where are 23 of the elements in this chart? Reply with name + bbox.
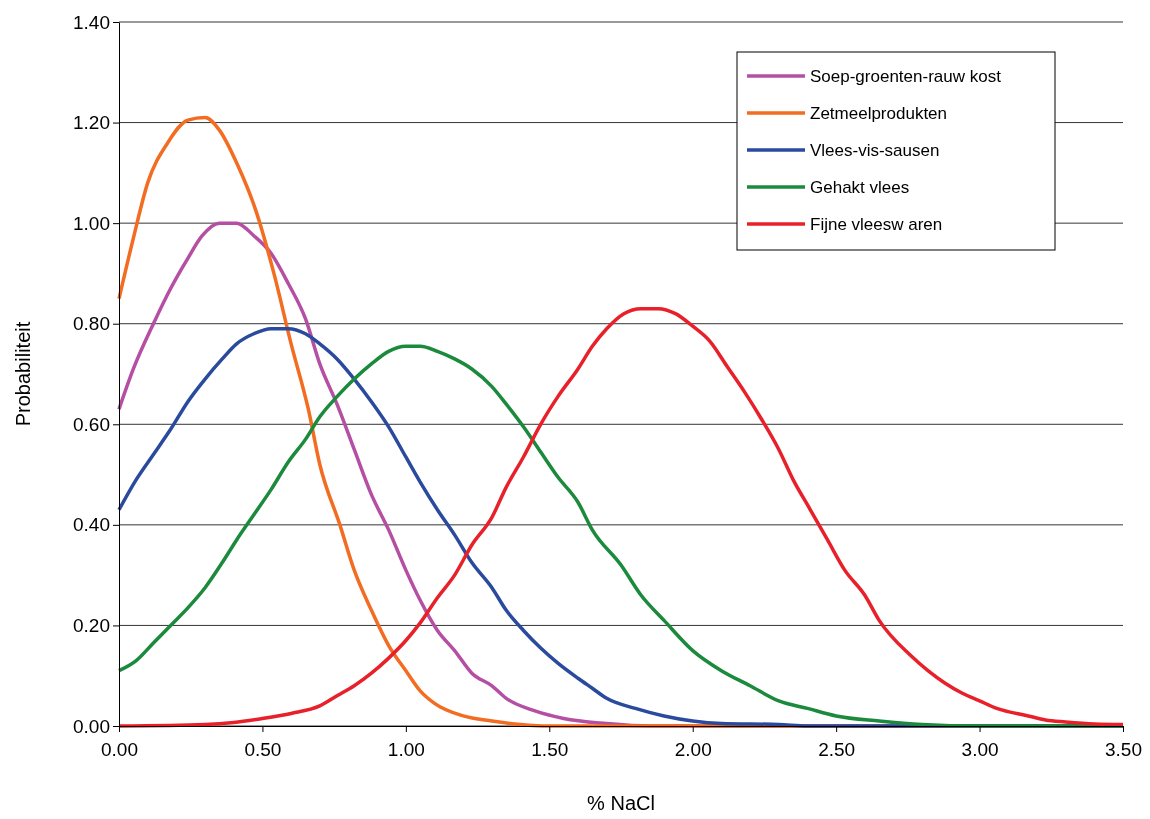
x-tick-label: 0.00: [101, 738, 138, 760]
legend-label: Zetmeelprodukten: [810, 104, 948, 123]
x-tick-label: 1.50: [531, 738, 569, 760]
y-tick-label: 0.00: [73, 715, 110, 737]
y-tick-label: 0.20: [73, 615, 110, 637]
y-tick-label: 1.00: [73, 212, 110, 234]
y-tick-label: 1.20: [73, 112, 110, 134]
y-tick-label: 0.80: [73, 313, 110, 335]
y-tick-label: 1.40: [73, 11, 110, 33]
x-tick-label: 2.00: [674, 738, 712, 760]
legend-label: Vlees-vis-sausen: [810, 141, 940, 160]
x-tick-label: 3.50: [1105, 738, 1142, 760]
y-axis-title: Probabiliteit: [12, 321, 34, 427]
x-tick-label: 3.00: [961, 738, 999, 760]
x-tick-label: 0.50: [244, 738, 282, 760]
legend-label: Fijne vleesw aren: [810, 215, 943, 234]
y-tick-label: 0.40: [73, 514, 110, 536]
x-tick-label: 1.00: [387, 738, 425, 760]
y-tick-label: 0.60: [73, 413, 110, 435]
legend-label: Soep-groenten-rauw kost: [810, 67, 1002, 86]
x-axis-title: % NaCl: [587, 792, 655, 814]
legend-label: Gehakt vlees: [810, 178, 910, 197]
x-tick-label: 2.50: [818, 738, 856, 760]
